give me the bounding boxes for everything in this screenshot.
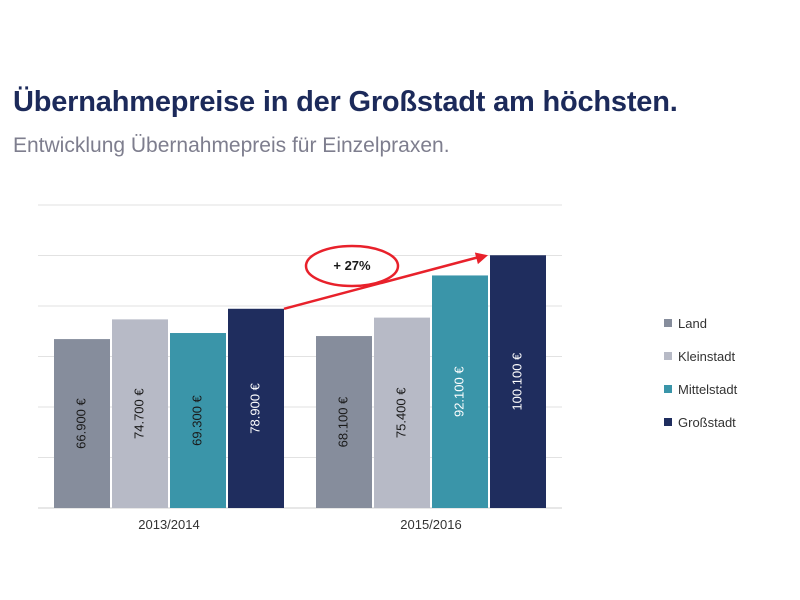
legend-label: Großstadt [678,414,736,430]
annotation-arrow-head [474,252,488,265]
bar [170,333,226,508]
legend-swatch [664,319,672,327]
legend-item: Großstadt [664,412,737,432]
bar [432,275,488,508]
annotation-ellipse [304,244,400,288]
legend-item: Land [664,313,737,333]
data-label: 74.700 € [131,388,146,439]
bar [54,339,110,508]
bar [490,255,546,508]
legend-item: Kleinstadt [664,346,737,366]
chart-legend: Land Kleinstadt Mittelstadt Großstadt [664,313,737,445]
bar [374,317,430,508]
data-label: 69.300 € [189,394,204,445]
legend-swatch [664,385,672,393]
legend-label: Land [678,315,707,331]
annotation-label: + 27% [333,258,371,273]
legend-label: Mittelstadt [678,381,738,397]
legend-label: Kleinstadt [678,348,736,364]
bar [228,308,284,508]
data-label: 75.400 € [393,387,408,438]
legend-item: Mittelstadt [664,379,737,399]
data-label: 100.100 € [509,352,524,411]
data-label: 66.900 € [73,397,88,448]
category-label: 2013/2014 [138,517,199,532]
page-title: Übernahmepreise in der Großstadt am höch… [13,86,678,118]
data-label: 78.900 € [247,382,262,433]
category-label: 2015/2016 [400,517,461,532]
data-label: 68.100 € [335,396,350,447]
bar [316,336,372,508]
legend-swatch [664,418,672,426]
bar [112,319,168,508]
annotation-arrow-line [283,255,481,310]
data-label: 92.100 € [451,366,466,417]
page-subtitle: Entwicklung Übernahmepreis für Einzelpra… [13,134,450,157]
legend-swatch [664,352,672,360]
